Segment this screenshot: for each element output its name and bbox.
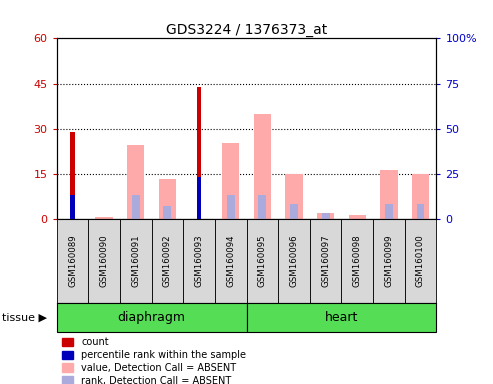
Text: GSM160093: GSM160093 [195, 235, 204, 288]
Bar [290, 204, 298, 219]
Bar [412, 174, 429, 219]
Bar [127, 145, 144, 219]
Bar [317, 214, 334, 219]
Bar [310, 219, 341, 303]
Bar [57, 219, 88, 303]
Bar [132, 195, 140, 219]
Bar [417, 204, 424, 219]
Text: GSM160095: GSM160095 [258, 235, 267, 288]
Text: GSM160094: GSM160094 [226, 235, 235, 288]
Text: GSM160098: GSM160098 [352, 235, 362, 288]
Bar [285, 174, 303, 219]
Bar [227, 195, 235, 219]
Bar [278, 219, 310, 303]
Bar [164, 206, 172, 219]
Text: diaphragm: diaphragm [118, 311, 185, 324]
Text: GSM160090: GSM160090 [100, 235, 108, 288]
Bar [222, 143, 240, 219]
Bar [258, 195, 266, 219]
Bar [197, 177, 202, 219]
Bar [341, 219, 373, 303]
Bar [246, 303, 436, 332]
Bar [349, 215, 366, 219]
Bar [253, 114, 271, 219]
Bar [96, 217, 113, 219]
Bar [183, 219, 215, 303]
Bar [88, 219, 120, 303]
Title: GDS3224 / 1376373_at: GDS3224 / 1376373_at [166, 23, 327, 37]
Bar [246, 219, 278, 303]
Bar [70, 195, 75, 219]
Bar [321, 214, 329, 219]
Bar [152, 219, 183, 303]
Bar [405, 219, 436, 303]
Bar [197, 86, 202, 219]
Text: GSM160092: GSM160092 [163, 235, 172, 288]
Bar [120, 219, 152, 303]
Text: tissue ▶: tissue ▶ [2, 313, 47, 323]
Text: GSM160100: GSM160100 [416, 235, 425, 288]
Text: heart: heart [325, 311, 358, 324]
Bar [70, 132, 75, 219]
Text: GSM160097: GSM160097 [321, 235, 330, 288]
Text: GSM160091: GSM160091 [131, 235, 141, 288]
Bar [57, 303, 246, 332]
Text: GSM160089: GSM160089 [68, 235, 77, 288]
Bar [385, 204, 393, 219]
Legend: count, percentile rank within the sample, value, Detection Call = ABSENT, rank, : count, percentile rank within the sample… [62, 337, 246, 384]
Bar [373, 219, 405, 303]
Bar [380, 170, 397, 219]
Bar [159, 179, 176, 219]
Text: GSM160096: GSM160096 [289, 235, 298, 288]
Text: GSM160099: GSM160099 [385, 235, 393, 287]
Bar [215, 219, 246, 303]
